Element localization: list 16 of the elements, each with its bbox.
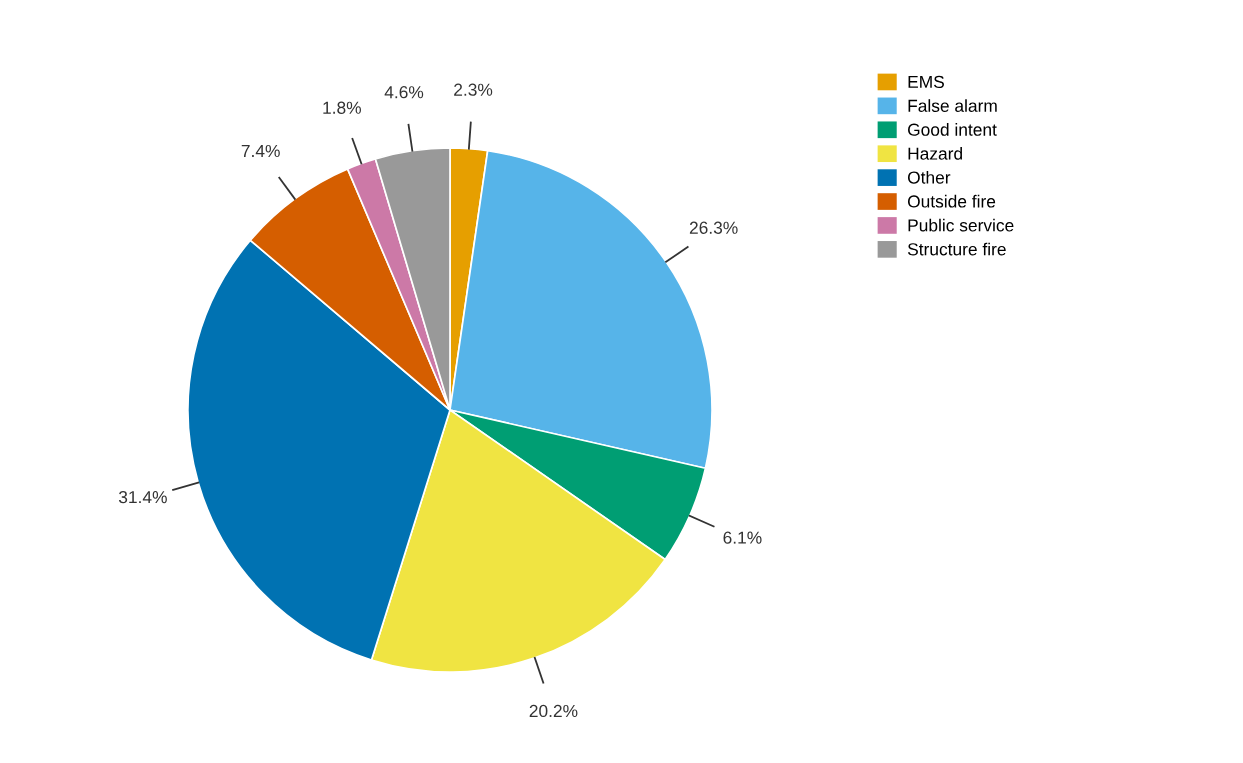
data-label: 20.2% (529, 704, 578, 718)
data-label: 1.8% (323, 101, 361, 114)
data-label: 7.4% (241, 144, 280, 158)
data-label: 6.1% (723, 531, 762, 544)
legend-label: Structure fire (907, 242, 1006, 256)
legend-label: False alarm (908, 99, 997, 112)
data-label: 2.3% (454, 83, 493, 96)
legend-label: Outside fire (907, 194, 996, 208)
legend-label: Hazard (908, 147, 962, 160)
legend-label: Good intent (908, 123, 997, 136)
legend-label: Other (907, 170, 951, 184)
legend-label: EMS (908, 75, 944, 89)
data-label: 31.4% (118, 490, 167, 504)
data-label: 26.3% (689, 221, 738, 234)
legend-label: Public service (908, 218, 1014, 232)
data-label: 4.6% (384, 86, 424, 99)
